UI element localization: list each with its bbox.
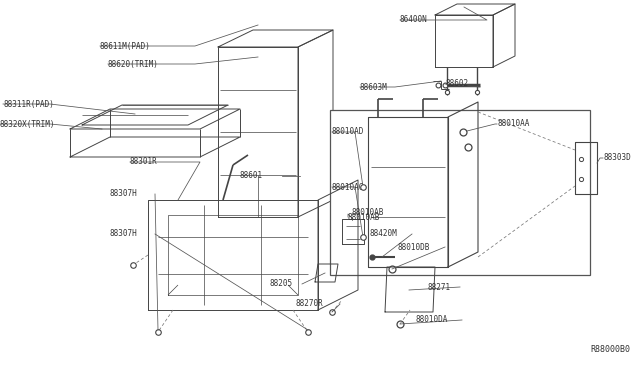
Text: 88307H: 88307H [110, 230, 138, 238]
Text: 88010AA: 88010AA [497, 119, 529, 128]
Text: 88010AD: 88010AD [332, 128, 364, 137]
Text: 88205: 88205 [270, 279, 293, 289]
Text: 88420M: 88420M [370, 230, 397, 238]
Text: 88601: 88601 [240, 171, 263, 180]
Bar [330, 110, 590, 275]
Text: 86400N: 86400N [400, 16, 428, 25]
Text: 88307H: 88307H [110, 189, 138, 199]
Text: 88270R: 88270R [295, 299, 323, 308]
Text: 88303D: 88303D [603, 154, 631, 163]
Text: 88010AB: 88010AB [348, 212, 380, 221]
Text: 88010DB: 88010DB [397, 243, 429, 251]
Text: 88010AC: 88010AC [332, 183, 364, 192]
Text: 88271: 88271 [428, 282, 451, 292]
Text: 88602: 88602 [445, 80, 468, 89]
Text: R88000B0: R88000B0 [590, 346, 630, 355]
Text: 88620(TRIM): 88620(TRIM) [108, 60, 159, 68]
Text: 88603M: 88603M [360, 83, 388, 92]
Text: 88320X(TRIM): 88320X(TRIM) [0, 119, 56, 128]
Text: 88311R(PAD): 88311R(PAD) [3, 99, 54, 109]
Text: 88010DA: 88010DA [416, 315, 449, 324]
Text: 88010AB: 88010AB [352, 208, 385, 217]
Text: 88301R: 88301R [130, 157, 157, 167]
Text: 88611M(PAD): 88611M(PAD) [100, 42, 151, 51]
